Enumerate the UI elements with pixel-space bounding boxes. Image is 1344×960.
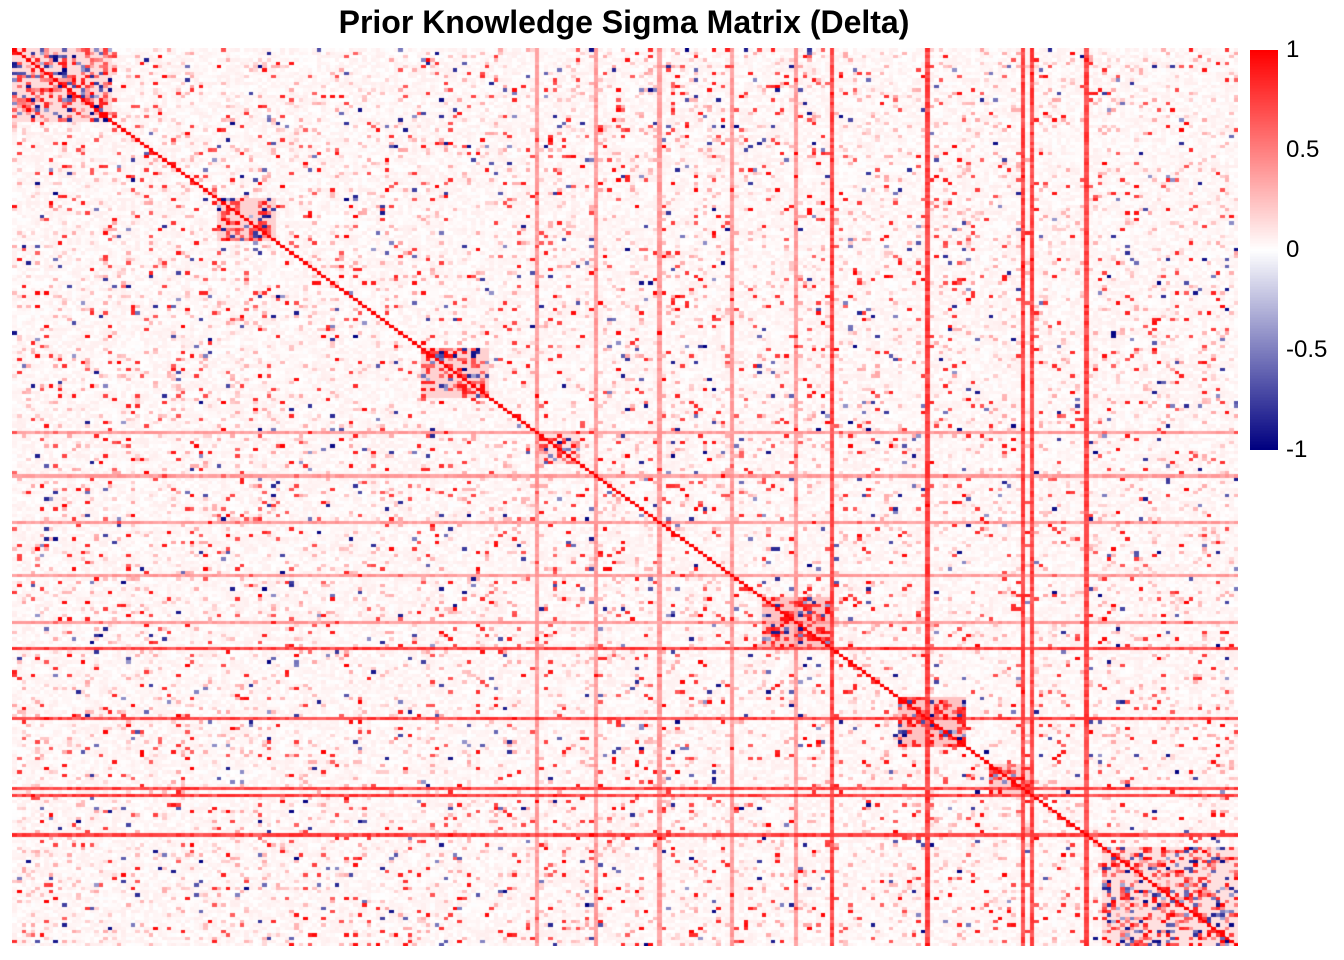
color-legend: 1 0.5 0 -0.5 -1 bbox=[1250, 38, 1344, 470]
legend-tick-label: 0.5 bbox=[1286, 136, 1320, 163]
heatmap-plot bbox=[12, 48, 1238, 946]
chart-title: Prior Knowledge Sigma Matrix (Delta) bbox=[338, 4, 910, 40]
legend-tick-label: 0 bbox=[1286, 236, 1300, 263]
legend-tick-label: -1 bbox=[1286, 436, 1308, 463]
legend-tick-label: -0.5 bbox=[1286, 336, 1328, 363]
legend-tick-label: 1 bbox=[1286, 36, 1300, 63]
color-scale-bar bbox=[1250, 50, 1278, 450]
